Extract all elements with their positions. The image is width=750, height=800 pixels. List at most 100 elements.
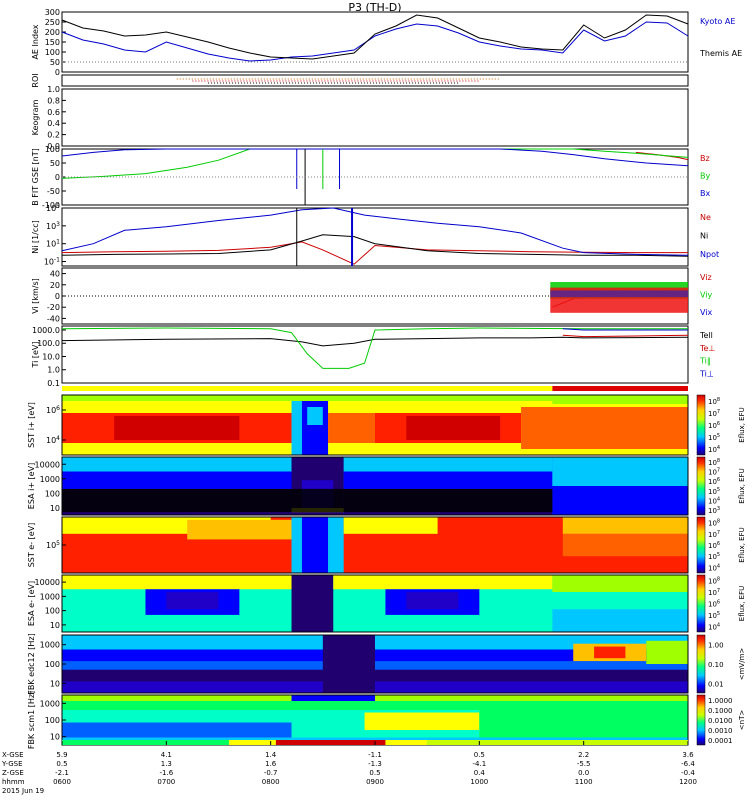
y-tick-label: 105 [46, 203, 60, 213]
plot-title: P3 (TH-D) [348, 1, 401, 14]
colorbar-tick-label: 107 [708, 530, 720, 539]
y-tick-label: 1000 [40, 641, 60, 650]
colorbar-tick-label: 107 [708, 588, 720, 597]
spectrogram-cell [62, 457, 292, 472]
spectrogram-cell [646, 640, 688, 664]
y-tick-label: 10000 [35, 578, 60, 587]
colorbar-tick-label: 106 [708, 421, 720, 430]
spectrogram-cell [62, 575, 292, 590]
spectrogram-cell [552, 457, 688, 486]
colorbar-tick-label: 0.0001 [708, 737, 733, 745]
spectrogram-cell [406, 416, 501, 440]
y-tick-label: 1.0 [47, 366, 60, 375]
panel-frame [61, 207, 689, 267]
y-tick-label: 100 [45, 48, 60, 57]
colorbar-tick-label: 106 [708, 477, 720, 486]
spectrogram-cell [343, 517, 438, 534]
legend-viy: Viy [700, 291, 713, 300]
colorbar-tick-label: 104 [708, 497, 720, 506]
y-tick-label: 10 [50, 504, 60, 513]
y-tick-label: 0.1 [47, 379, 60, 388]
panel-frame [61, 394, 689, 456]
spectrogram-cell [343, 457, 553, 472]
axis-row-value: 0.4 [474, 769, 486, 777]
y-tick-label: 40 [50, 270, 60, 279]
axis-row-value: -5.5 [577, 760, 591, 768]
spectrogram-cell [291, 695, 375, 701]
series-line-ti- [562, 328, 688, 331]
y-axis-label: Ti [eV] [31, 341, 40, 368]
axis-row-value: 0.5 [474, 751, 485, 759]
y-tick-label: 101 [46, 239, 60, 249]
temperature-panel: 0.1 1.0 10.0 100.0 1000.0 Ti [eV] Tell Te⊥ Ti‖ Ti… [31, 325, 715, 388]
status-bar-yellow [62, 386, 553, 391]
spectrogram-cell [552, 486, 688, 515]
y-tick-label: 50 [50, 159, 60, 168]
colorbar-tick-label: 103 [708, 506, 720, 515]
y-axis-label: SST e- [eV] [27, 523, 36, 568]
axis-row-value: -1.6 [159, 769, 173, 777]
axis-row-value: 1.6 [265, 760, 277, 768]
fbk-scm1-spectrogram: 10 100 1000 FBK scm1 [Hz] 0.0001 0.0010 0.0100… [27, 691, 746, 749]
series-line-themis-ae [61, 14, 689, 60]
y-tick-label: 250 [45, 18, 60, 27]
y-axis-label: Keogram [31, 99, 40, 135]
y-axis-label: Vi [km/s] [31, 278, 40, 314]
bottom-band [427, 740, 688, 745]
colorbar-label: <mV/m> [738, 648, 746, 681]
colorbar [696, 516, 706, 574]
colorbar-label: Eflux, EFU [738, 586, 746, 621]
date-label: 2015 Jun 19 [2, 787, 44, 795]
axis-row-value: 0800 [262, 778, 280, 786]
y-tick-label: 100 [45, 145, 60, 154]
legend-ti-: Ti⊥ [699, 370, 714, 379]
legend-ni: Ni [700, 231, 708, 240]
y-tick-label: 100 [45, 716, 60, 725]
spectrogram-cell [62, 737, 688, 740]
y-axis-label: ESA e- [eV] [27, 581, 36, 626]
colorbar-tick-label: 105 [708, 611, 720, 620]
colorbar-tick-label: 106 [708, 600, 720, 609]
y-tick-label: 10-1 [44, 257, 60, 267]
y-tick-label: 10 [50, 733, 60, 742]
axis-row-value: 1100 [575, 778, 593, 786]
axis-row-value: 0900 [366, 778, 384, 786]
spectrogram-cell [562, 517, 688, 534]
colorbar-tick-label: 0.01 [708, 680, 724, 688]
y-tick-label: 0.8 [47, 96, 60, 105]
spectrogram-cell [62, 395, 688, 401]
legend-viz: Viz [700, 273, 712, 282]
colorbar-tick-label: 104 [708, 563, 720, 572]
y-tick-label: 1.0 [47, 85, 60, 94]
legend-tell: Tell [699, 331, 713, 340]
colorbar-tick-label: 108 [708, 577, 720, 586]
y-axis-label: AE Index [31, 24, 40, 59]
sst-ion-spectrogram: 104 106 SST i+ [eV] 104 105 106 107 108 Eflux, E… [27, 394, 746, 456]
y-axis-label: FBK scm1 [Hz] [27, 691, 36, 749]
axis-row-value: 0.0 [578, 769, 589, 777]
panel-frame [61, 456, 689, 516]
series-line-ti- [61, 327, 688, 369]
y-tick-label: 1000 [40, 699, 60, 708]
y-axis-label: Ni [1/cc] [31, 220, 40, 254]
y-axis-label: B FIT GSE [nT] [31, 148, 40, 206]
y-tick-label: 1000 [40, 475, 60, 484]
axis-row-value: 3.6 [682, 751, 694, 759]
spectrogram-cell [343, 471, 553, 489]
y-tick-label: 20 [50, 281, 60, 290]
y-tick-label: 0.6 [47, 108, 60, 117]
axis-row-value: -4.1 [472, 760, 486, 768]
series-line-ni [61, 234, 689, 257]
spectrogram-cell [114, 416, 240, 440]
y-tick-label: -20 [47, 303, 60, 312]
colorbar-label: Eflux, EFU [738, 468, 746, 503]
axis-row-value: 1000 [470, 778, 488, 786]
noise-floor [62, 488, 553, 513]
legend-npot: Npot [700, 250, 719, 259]
colorbar-tick-label: 105 [708, 433, 720, 442]
spectrogram-cell [291, 395, 302, 455]
colorbar-tick-label: 1.0000 [708, 697, 733, 705]
legend-vix: Vix [700, 308, 713, 317]
